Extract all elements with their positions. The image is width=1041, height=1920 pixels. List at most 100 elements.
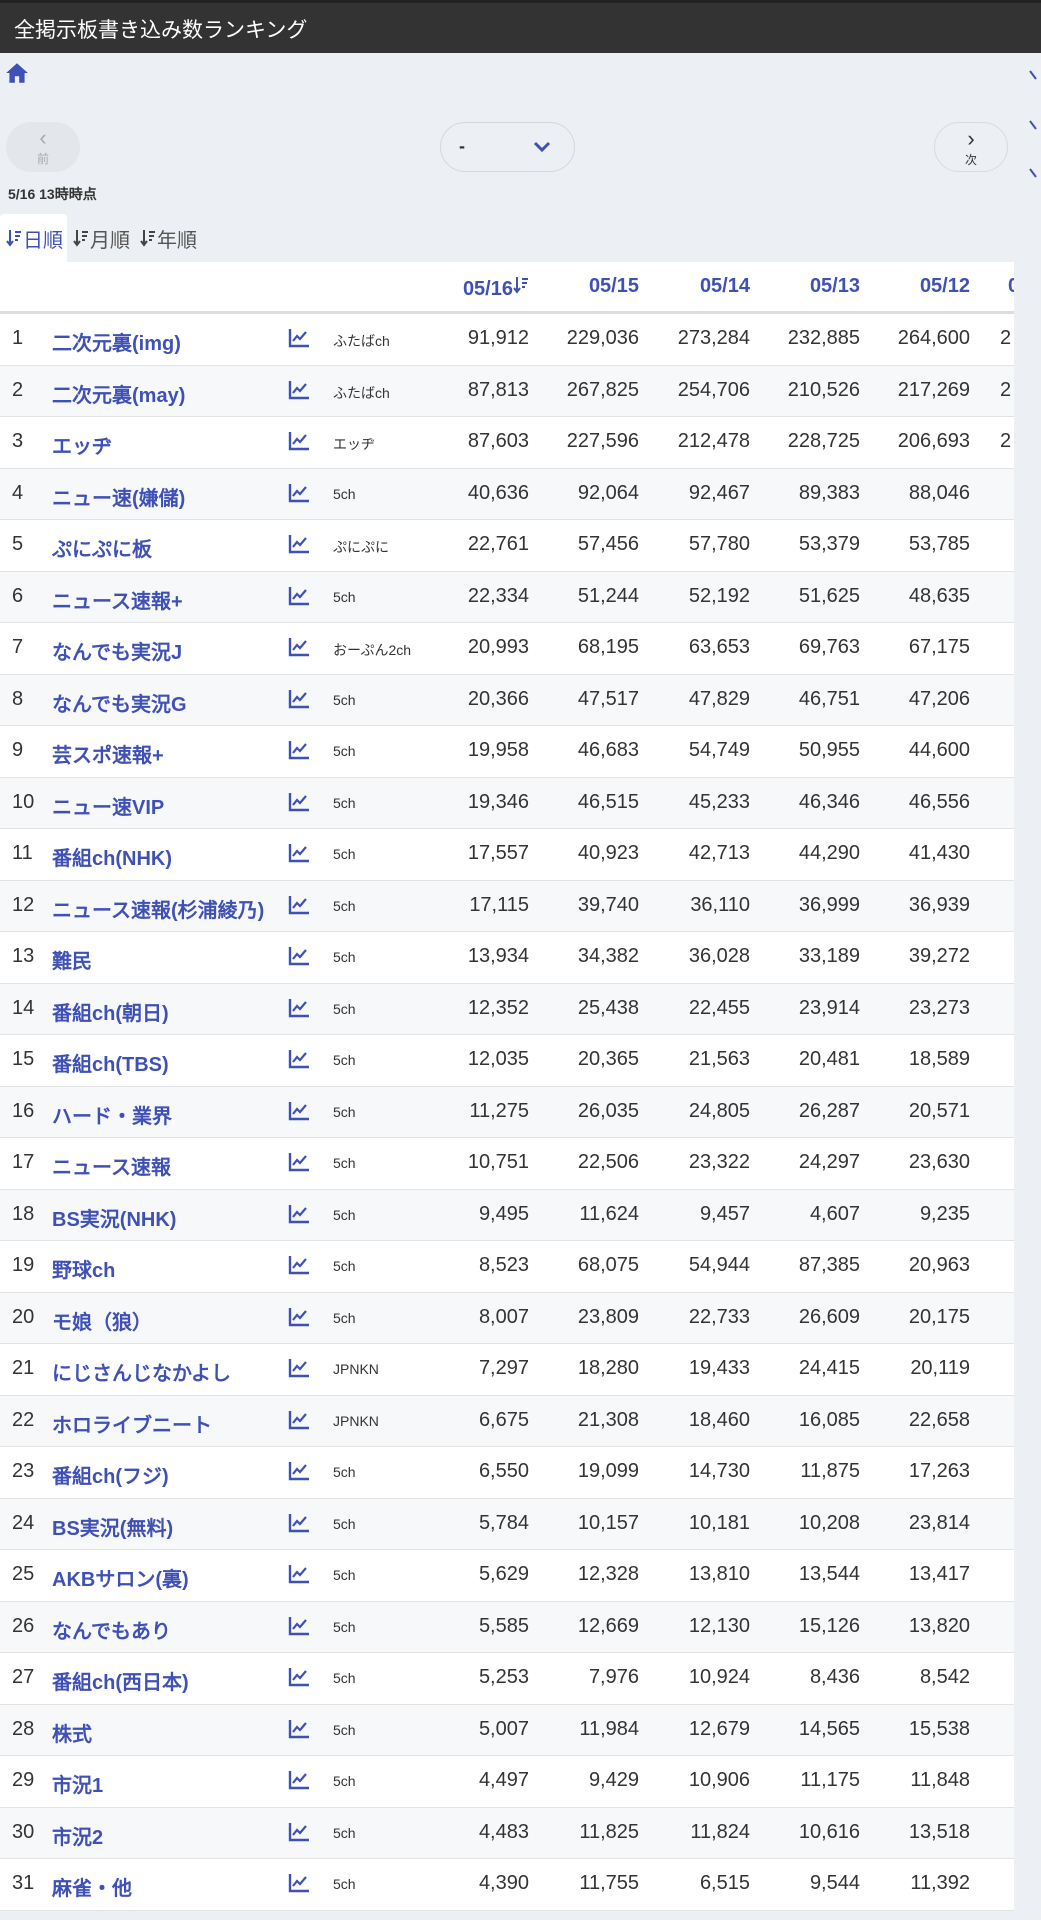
source: 5ch <box>333 1618 356 1635</box>
line-chart-icon[interactable] <box>288 998 310 1018</box>
line-chart-icon[interactable] <box>288 1667 310 1687</box>
line-chart-icon[interactable] <box>288 1513 310 1533</box>
chevron-icon[interactable] <box>1028 119 1041 133</box>
column-header[interactable]: 05/12 <box>860 275 970 298</box>
line-chart-icon[interactable] <box>288 637 310 657</box>
chevron-icon[interactable] <box>1028 167 1041 181</box>
source: 5ch <box>333 1824 356 1841</box>
board-link[interactable]: AKBサロン(裏) <box>52 1569 189 1591</box>
board-link[interactable]: 二次元裏(img) <box>52 333 181 355</box>
board-link[interactable]: 難民 <box>52 951 92 973</box>
line-chart-icon[interactable] <box>288 1822 310 1842</box>
line-chart-icon[interactable] <box>288 1152 310 1172</box>
line-chart-icon[interactable] <box>288 843 310 863</box>
count-cell: 10,616 <box>798 1820 860 1843</box>
board-link[interactable]: 株式 <box>52 1723 92 1746</box>
count-cell: 23,814 <box>908 1511 970 1534</box>
date-select[interactable]: - <box>440 122 575 172</box>
line-chart-icon[interactable] <box>288 586 310 606</box>
board-link[interactable]: 番組ch(西日本) <box>52 1672 189 1694</box>
prev-button[interactable]: ‹ 前 <box>6 122 80 172</box>
line-chart-icon[interactable] <box>288 1101 310 1121</box>
board-link[interactable]: 番組ch(朝日) <box>52 1002 169 1025</box>
board-link[interactable]: 番組ch(TBS) <box>52 1054 169 1076</box>
line-chart-icon[interactable] <box>288 1770 310 1790</box>
board-link[interactable]: 番組ch(フジ) <box>52 1466 169 1488</box>
board-link[interactable]: モ娘（狼） <box>52 1311 152 1334</box>
board-link[interactable]: 二次元裏(may) <box>52 384 186 407</box>
board-link[interactable]: ニュース速報(杉浦綾乃) <box>52 899 265 922</box>
count-cell: 46,346 <box>798 790 860 813</box>
board-link[interactable]: ニュース速報 <box>52 1157 171 1179</box>
board-link[interactable]: なんでもあり <box>52 1620 171 1643</box>
board-link[interactable]: 麻雀・他 <box>52 1878 132 1900</box>
tab-0[interactable]: 日順 <box>0 214 67 262</box>
home-icon[interactable] <box>4 60 30 86</box>
line-chart-icon[interactable] <box>288 1873 310 1893</box>
line-chart-icon[interactable] <box>288 1307 310 1327</box>
board-link[interactable]: ぷにぷに板 <box>52 539 152 561</box>
sort-desc-icon <box>140 230 155 247</box>
board-link[interactable]: 市況2 <box>52 1826 104 1849</box>
table-row: 10 ニュー速VIP 5ch 19,346 46,515 45,233 46,346 46… <box>0 777 1014 829</box>
line-chart-icon[interactable] <box>288 740 310 760</box>
column-header[interactable]: 05/14 <box>640 275 750 298</box>
table-row: 15 番組ch(TBS) 5ch 12,035 20,365 21,563 20,481… <box>0 1035 1014 1087</box>
tab-2[interactable]: 年順 <box>134 214 201 262</box>
board-link[interactable]: 芸スポ速報+ <box>52 745 164 767</box>
board-link[interactable]: BS実況(無料) <box>52 1517 174 1540</box>
line-chart-icon[interactable] <box>288 483 310 503</box>
board-link[interactable]: ニュー速VIP <box>52 796 165 819</box>
count-cell: 34,382 <box>577 945 639 967</box>
source: 5ch <box>333 1309 356 1326</box>
column-header[interactable]: 05/13 <box>750 275 860 298</box>
board-link[interactable]: 番組ch(NHK) <box>52 848 172 870</box>
rank: 30 <box>12 1820 35 1843</box>
tab-1[interactable]: 月順 <box>67 214 134 262</box>
line-chart-icon[interactable] <box>288 1410 310 1430</box>
count-cell: 67,175 <box>908 636 970 658</box>
count-cell: 53,785 <box>908 533 970 555</box>
line-chart-icon[interactable] <box>288 1461 310 1481</box>
next-button[interactable]: › 次 <box>934 122 1008 172</box>
count-cell: 5,007 <box>478 1717 529 1740</box>
board-link[interactable]: BS実況(NHK) <box>52 1208 177 1231</box>
board-link[interactable]: にじさんじなかよし <box>52 1363 231 1385</box>
line-chart-icon[interactable] <box>288 1616 310 1636</box>
column-date: 05/15 <box>588 275 639 297</box>
line-chart-icon[interactable] <box>288 1564 310 1584</box>
count-cell: 24,415 <box>798 1357 860 1379</box>
line-chart-icon[interactable] <box>288 1719 310 1739</box>
line-chart-icon[interactable] <box>288 895 310 915</box>
column-header[interactable]: 0 <box>1008 275 1014 298</box>
line-chart-icon[interactable] <box>288 1358 310 1378</box>
line-chart-icon[interactable] <box>288 380 310 400</box>
line-chart-icon[interactable] <box>288 792 310 812</box>
board-link[interactable]: エッヂ <box>52 436 112 458</box>
count-cell: 2 <box>1000 430 1012 452</box>
line-chart-icon[interactable] <box>288 1255 310 1275</box>
count-cell: 41,430 <box>908 842 970 864</box>
board-link[interactable]: 市況1 <box>52 1775 104 1797</box>
line-chart-icon[interactable] <box>288 431 310 451</box>
line-chart-icon[interactable] <box>288 1049 310 1069</box>
board-link[interactable]: ニュース速報+ <box>52 590 183 613</box>
source: 5ch <box>333 1721 356 1738</box>
line-chart-icon[interactable] <box>288 1204 310 1224</box>
line-chart-icon[interactable] <box>288 946 310 966</box>
column-header[interactable]: 05/16 <box>419 275 529 301</box>
chevron-icon[interactable] <box>1028 69 1041 83</box>
board-link[interactable]: 野球ch <box>52 1260 116 1282</box>
board-link[interactable]: ホロライブニート <box>52 1414 212 1437</box>
board-link[interactable]: ニュー速(嫌儲) <box>52 487 186 510</box>
line-chart-icon[interactable] <box>288 534 310 554</box>
board-link[interactable]: なんでも実況G <box>52 693 187 716</box>
line-chart-icon[interactable] <box>288 689 310 709</box>
line-chart-icon[interactable] <box>288 328 310 348</box>
column-header[interactable]: 05/15 <box>529 275 639 298</box>
source: 5ch <box>333 1206 356 1223</box>
side-panel[interactable] <box>1014 53 1041 1920</box>
count-cell: 47,517 <box>577 687 639 710</box>
board-link[interactable]: ハード・業界 <box>52 1105 172 1128</box>
board-link[interactable]: なんでも実況J <box>52 642 183 664</box>
